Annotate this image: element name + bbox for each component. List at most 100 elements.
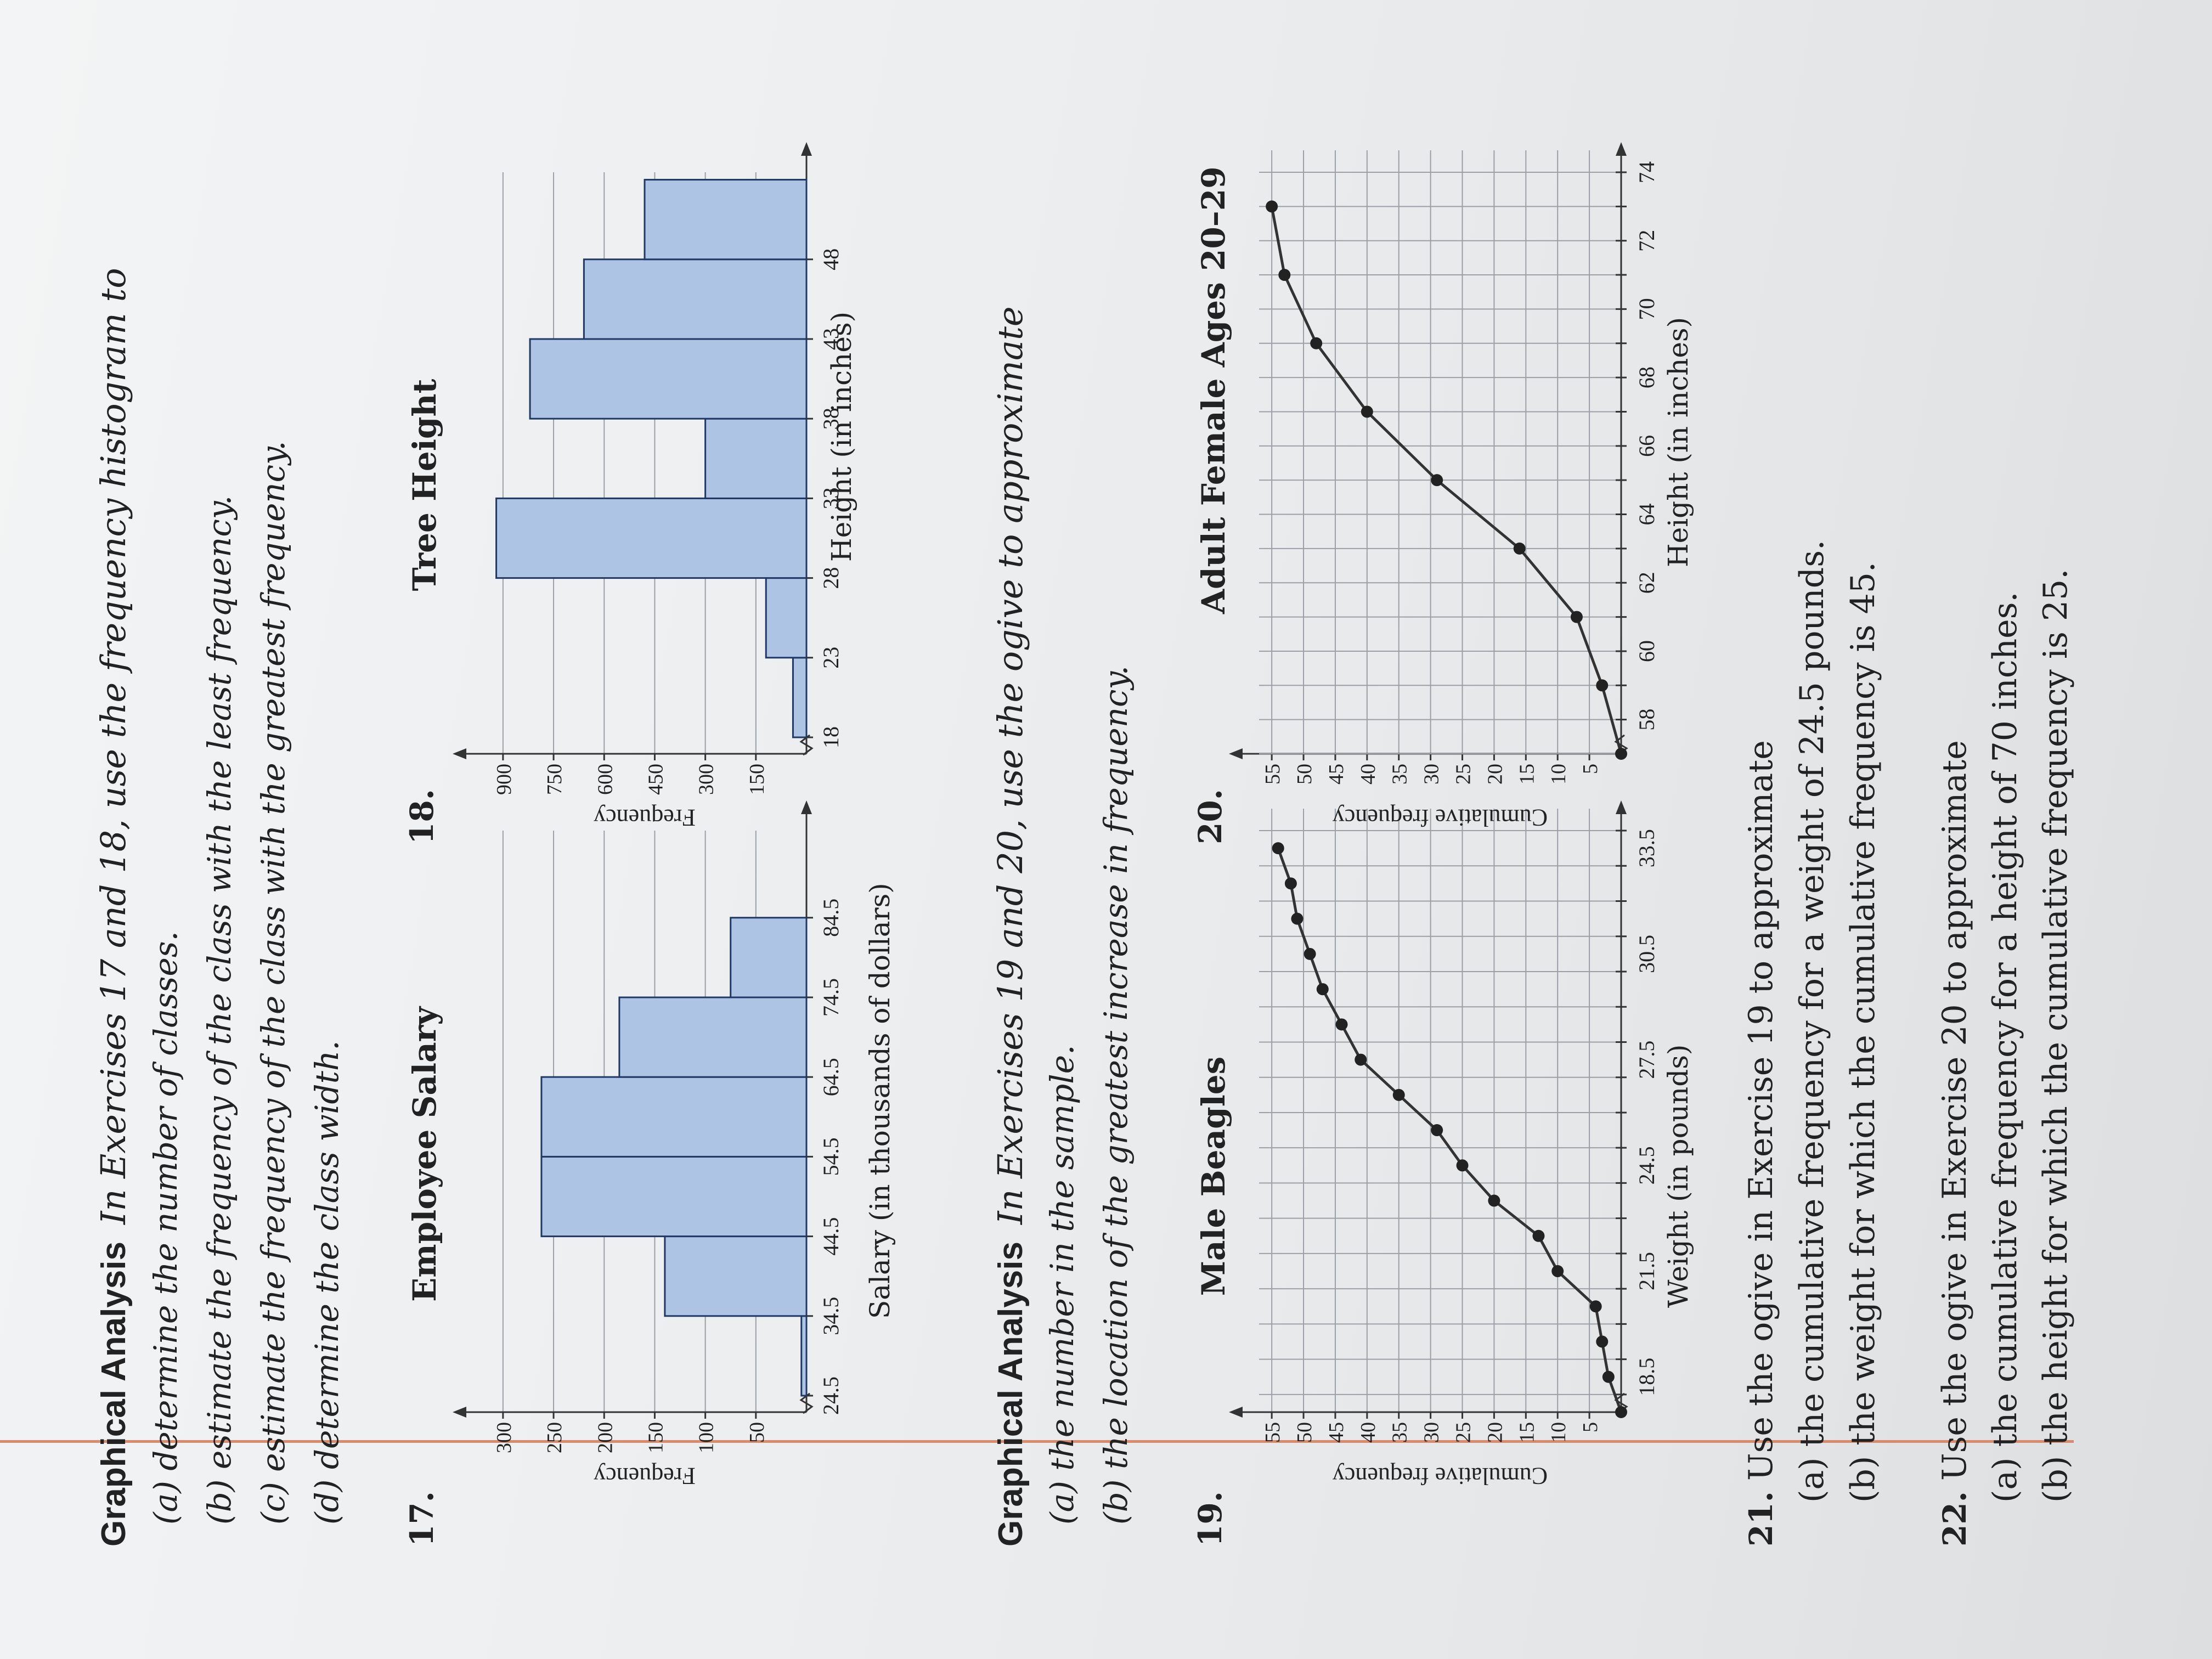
chart20-point-5 [1361, 405, 1373, 418]
chart18-xtick-label-1: 23 [819, 647, 843, 669]
chart18-axis-break [799, 734, 814, 756]
exercise-21-item-a: (a) the cumulative frequency for a weigh… [1793, 539, 1831, 1503]
chart18-xlabel: Height (in inches) [826, 311, 857, 562]
exercise-21-number: 21. [1742, 1491, 1780, 1547]
chart18-bar-0 [792, 657, 808, 738]
chart20-point-0 [1615, 748, 1627, 760]
chart19-ytick-label-7: 40 [1357, 1422, 1380, 1443]
section1-item-a: (a) determine the number of classes. [147, 931, 184, 1525]
chart19-point-14 [1291, 912, 1304, 925]
chart20-point-3 [1513, 542, 1526, 555]
chart20-point-1 [1596, 679, 1609, 692]
chart18-bar-4 [529, 338, 808, 420]
chart19-y-arrow [1229, 1407, 1243, 1418]
chart19-point-1 [1602, 1370, 1615, 1383]
chart20-ytick-label-6: 35 [1389, 764, 1412, 785]
section1-item-b: (b) estimate the frequency of the class … [201, 495, 238, 1525]
chart17-bar-3 [540, 1076, 808, 1158]
chart18-xtick-label-2: 28 [819, 567, 843, 589]
chart20-ytick-label-3: 20 [1483, 764, 1506, 785]
chart19-point-9 [1392, 1088, 1405, 1101]
chart17-xtick-label-6: 84.5 [819, 899, 843, 937]
chart20-ytick-label-9: 50 [1293, 764, 1316, 785]
chart19-ytick-label-6: 35 [1389, 1422, 1412, 1443]
section2-item-b: (b) the location of the greatest increas… [1097, 665, 1135, 1525]
section1-header: Graphical Analysis In Exercises 17 and 1… [93, 268, 133, 1547]
chart19-xtick-label-2: 24.5 [1634, 1146, 1659, 1184]
chart19-ylabel: Cumulative frequency [1333, 1463, 1548, 1489]
chart18-ytick-label-1: 300 [695, 764, 718, 795]
chart18-bar-2 [495, 497, 808, 579]
chart19-ytick-label-4: 25 [1452, 1422, 1475, 1443]
chart19-point-3 [1589, 1300, 1602, 1313]
chart17-xtick-label-3: 54.5 [819, 1137, 843, 1176]
exercise-17-number: 17. [403, 1491, 441, 1547]
chart20-ytick-label-0: 5 [1579, 764, 1602, 774]
chart19-xtick-label-5: 33.5 [1634, 829, 1659, 867]
chart17-ytick-label-1: 100 [695, 1422, 718, 1453]
section2-header: Graphical Analysis In Exercises 19 and 2… [990, 306, 1030, 1547]
chart17-ytick-label-4: 250 [543, 1422, 566, 1453]
chart17-bar-2 [540, 1155, 808, 1238]
chart20-x-arrow [1616, 142, 1627, 156]
chart18-ytick-label-4: 750 [543, 764, 566, 795]
chart17-axis-break [799, 1392, 814, 1414]
chart19-ytick-label-9: 50 [1293, 1422, 1316, 1443]
chart17-ytick-label-5: 300 [493, 1422, 516, 1453]
chart19-ytick-label-2: 15 [1515, 1422, 1538, 1443]
chart19-xtick-label-1: 21.5 [1634, 1252, 1659, 1290]
chart19-ytick-label-1: 10 [1547, 1422, 1570, 1443]
chart19-point-12 [1316, 983, 1329, 996]
chart19-ytick-label-5: 30 [1420, 1422, 1443, 1443]
chart17-ytick-label-2: 150 [644, 1422, 667, 1453]
chart18-xtick-label-0: 18 [819, 726, 843, 748]
chart18-x-arrow [801, 142, 812, 156]
chart20-xtick-label-3: 64 [1634, 504, 1659, 526]
exercise-22-item-b: (b) the height for which the cumulative … [2036, 568, 2075, 1503]
chart20-xtick-label-2: 62 [1634, 572, 1659, 594]
chart18-ytick-label-0: 150 [746, 764, 769, 795]
chart20-point-7 [1278, 269, 1291, 281]
chart18-ylabel: Frequency [594, 804, 696, 831]
section1-heading: Graphical Analysis [95, 1242, 133, 1547]
chart18-xtick-label-3: 33 [819, 487, 843, 509]
chart19-point-11 [1335, 1018, 1348, 1031]
chart18-ytick-label-5: 900 [493, 764, 516, 795]
chart17-xlabel: Salary (in thousands of dollars) [864, 883, 896, 1319]
chart19-point-4 [1551, 1265, 1564, 1278]
chart20-ytick-label-4: 25 [1452, 764, 1475, 785]
chart19-xtick-label-0: 18.5 [1634, 1358, 1659, 1396]
chart19-ytick-label-3: 20 [1483, 1422, 1506, 1443]
chart19-xtick-label-3: 27.5 [1634, 1041, 1659, 1079]
chart18-bar-1 [765, 577, 808, 659]
chart17-xtick-label-1: 34.5 [819, 1297, 843, 1335]
section1-item-d: (d) determine the class width. [308, 1040, 346, 1525]
chart19-point-0 [1615, 1406, 1627, 1418]
chart20-xtick-label-6: 70 [1634, 298, 1659, 320]
exercise-21-item-b: (b) the weight for which the cumulative … [1844, 561, 1882, 1503]
chart18-xtick-label-4: 38 [819, 408, 843, 430]
chart18-svg: 150 300 450 600 750 900 Frequency 18 23 28 33 38 43 4… [453, 142, 843, 831]
chart20-ytick-label-8: 45 [1325, 764, 1348, 785]
chart20-xtick-label-8: 74 [1634, 161, 1659, 183]
chart17-ytick-label-3: 200 [594, 1422, 617, 1453]
chart20-ytick-label-10: 55 [1261, 764, 1284, 785]
chart20-xtick-label-1: 60 [1634, 640, 1659, 662]
chart17-plot: 50 100 150 200 250 300 Frequency 24.5 34.5 44.5 54… [453, 800, 843, 1489]
chart18-bar-6 [644, 179, 808, 261]
exercise-22-number: 22. [1936, 1491, 1973, 1547]
chart18-plot: 150 300 450 600 750 900 Frequency 18 23 28 33 38 43 4… [453, 142, 843, 831]
chart17-xtick-label-5: 74.5 [819, 978, 843, 1017]
chart19-point-16 [1272, 842, 1284, 855]
chart17-y-arrow [453, 1407, 466, 1418]
chart18-xtick-label-6: 48 [819, 249, 843, 270]
chart20-ylabel: Cumulative frequency [1333, 804, 1548, 831]
chart20-xlabel: Height (in inches) [1662, 317, 1694, 567]
section2-heading: Graphical Analysis [992, 1242, 1030, 1547]
exercise-22-text: Use the ogive in Exercise 20 to approxim… [1936, 740, 1974, 1481]
chart18-bar-5 [583, 258, 808, 340]
page-margin-rule [0, 1440, 2074, 1443]
exercise-21-text: Use the ogive in Exercise 19 to approxim… [1742, 740, 1780, 1481]
